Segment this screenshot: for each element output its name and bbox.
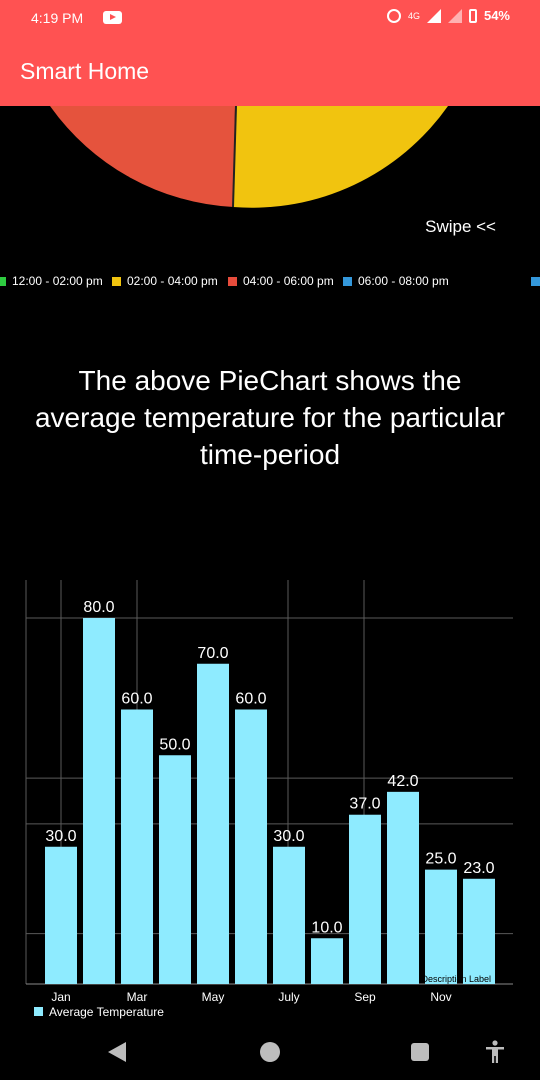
youtube-notification-icon <box>103 11 122 24</box>
home-icon[interactable] <box>260 1042 280 1062</box>
app-title: Smart Home <box>20 58 150 84</box>
bar <box>45 846 77 984</box>
bar <box>121 709 153 984</box>
x-tick-label: Mar <box>127 990 148 1004</box>
bar-value-label: 37.0 <box>349 796 380 813</box>
back-icon[interactable] <box>108 1042 126 1062</box>
recent-apps-icon[interactable] <box>411 1043 429 1061</box>
app-bar: Smart Home <box>0 36 540 106</box>
status-icons: 4G 54% <box>386 8 510 23</box>
bar <box>387 791 419 984</box>
x-tick-label: May <box>202 990 225 1004</box>
bar <box>235 709 267 984</box>
bar-value-label: 25.0 <box>425 851 456 868</box>
bar-value-label: 60.0 <box>121 691 152 708</box>
alarm-icon <box>386 8 401 23</box>
legend-item-6-8pm: 06:00 - 08:00 pm <box>343 274 449 288</box>
legend-label: Average Temperature <box>49 1005 164 1019</box>
legend-overflow-swatch <box>531 277 540 286</box>
bar-value-label: 23.0 <box>463 860 494 877</box>
x-tick-label: Sep <box>354 990 376 1004</box>
signal-secondary-icon <box>447 8 462 23</box>
pie-legend: 12:00 - 02:00 pm 02:00 - 04:00 pm 04:00 … <box>0 272 540 292</box>
legend-swatch <box>0 276 6 286</box>
x-tick-label: July <box>278 990 299 1004</box>
battery-level: 54% <box>483 8 510 23</box>
bar <box>197 663 229 984</box>
legend-swatch <box>34 1007 43 1016</box>
battery-icon <box>468 8 477 23</box>
legend-label: 12:00 - 02:00 pm <box>12 274 103 288</box>
bar-value-label: 30.0 <box>273 828 304 845</box>
bar <box>159 755 191 984</box>
pie-chart[interactable] <box>0 106 540 216</box>
legend-item-2-4pm: 02:00 - 04:00 pm <box>112 274 218 288</box>
bar <box>273 846 305 984</box>
bar <box>83 618 115 984</box>
chart-description: The above PieChart shows the average tem… <box>34 365 506 470</box>
status-time: 4:19 PM <box>31 10 84 26</box>
legend-label: 06:00 - 08:00 pm <box>358 274 449 288</box>
x-tick-label: Nov <box>430 990 451 1004</box>
navigation-bar <box>0 1020 540 1080</box>
legend-swatch <box>112 276 121 286</box>
pie-slice-red <box>50 106 235 207</box>
bar-value-label: 42.0 <box>387 773 418 790</box>
legend-label: 02:00 - 04:00 pm <box>127 274 218 288</box>
pie-slice-divider <box>232 106 237 208</box>
pie-slice-yellow <box>233 106 448 208</box>
bar-value-label: 30.0 <box>45 828 76 845</box>
bar-value-label: 10.0 <box>311 919 342 936</box>
bar <box>463 878 495 984</box>
legend-swatch <box>228 276 237 286</box>
bar <box>349 814 381 984</box>
status-bar: 4:19 PM 4G 54% <box>0 0 540 36</box>
legend-label: 04:00 - 06:00 pm <box>243 274 334 288</box>
signal-icon <box>426 8 441 23</box>
legend-item-4-6pm: 04:00 - 06:00 pm <box>228 274 334 288</box>
swipe-hint: Swipe << <box>425 217 496 236</box>
description-label: Description Label <box>421 974 491 984</box>
accessibility-icon[interactable] <box>484 1040 506 1064</box>
bar-value-label: 70.0 <box>197 645 228 662</box>
bar-value-label: 80.0 <box>83 599 114 616</box>
bar-value-label: 60.0 <box>235 691 266 708</box>
legend-item-12-2pm: 12:00 - 02:00 pm <box>0 274 103 288</box>
bar <box>311 938 343 984</box>
bar-chart[interactable]: 30.0 80.0 60.0 50.0 70.0 60.0 30.0 10.0 37.0 42.0… <box>0 580 540 1020</box>
x-tick-label: Jan <box>51 990 70 1004</box>
network-type-label: 4G <box>407 10 420 21</box>
bar-value-label: 50.0 <box>159 736 190 753</box>
legend-swatch <box>343 276 352 286</box>
bar <box>425 869 457 984</box>
